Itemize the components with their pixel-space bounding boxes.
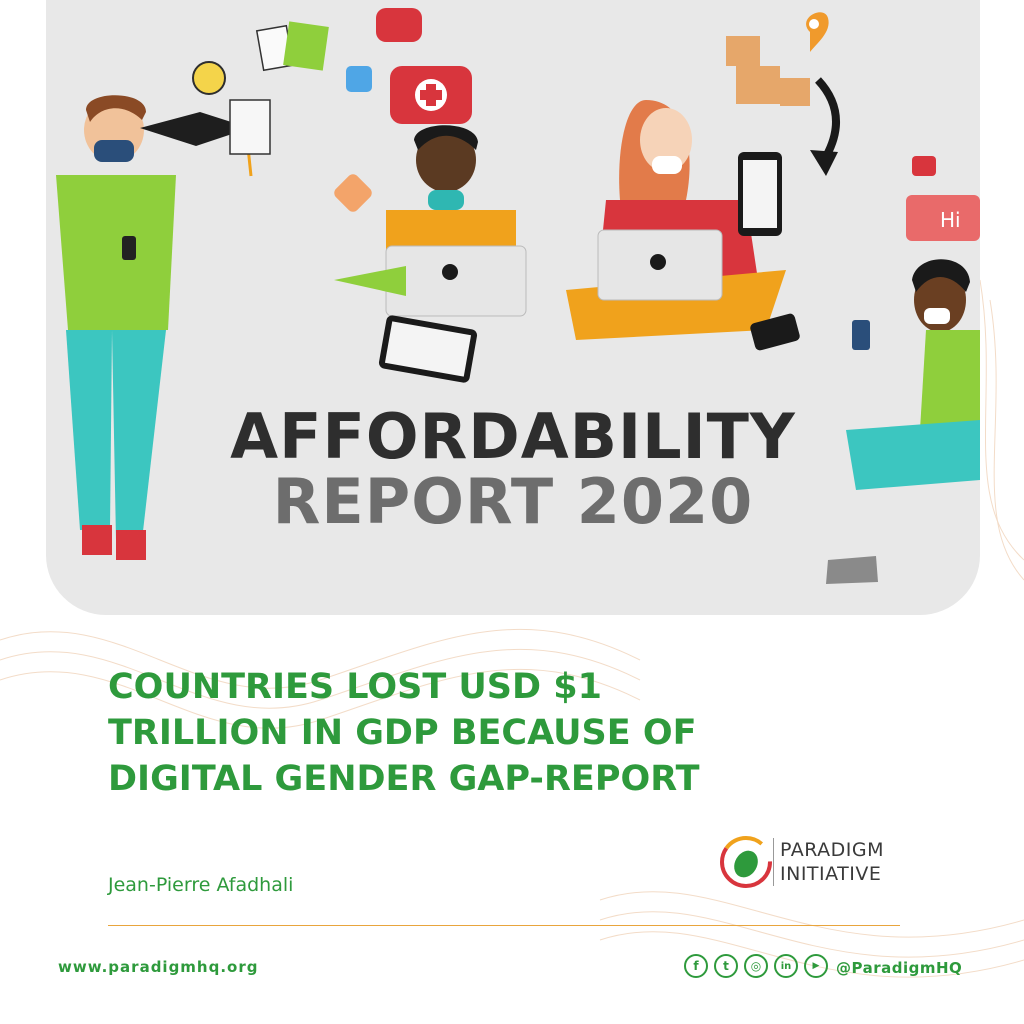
social-icons: f t ◎ in ▶ [684, 954, 828, 978]
footer-divider [108, 925, 900, 926]
logo-mark-icon [720, 836, 775, 888]
delivery-icons [726, 12, 840, 176]
author-name: Jean-Pierre Afadhali [108, 874, 294, 896]
website-link[interactable]: www.paradigmhq.org [58, 958, 259, 976]
logo-text-line2: INITIATIVE [780, 863, 882, 885]
report-title-line1: AFFORDABILITY [230, 400, 796, 473]
floating-icons [140, 8, 472, 212]
person-sitting-right [566, 100, 800, 351]
headline: COUNTRIES LOST USD $1 TRILLION IN GDP BE… [108, 667, 700, 799]
logo-text-line1: PARADIGM [780, 839, 885, 861]
linkedin-icon[interactable]: in [774, 954, 798, 978]
person-sitting-center [334, 125, 527, 383]
person-standing-left [56, 95, 176, 560]
paradigm-initiative-logo: PARADIGM INITIATIVE [718, 834, 908, 894]
person-right [826, 156, 980, 584]
chat-bubble-text: Hi [940, 208, 961, 232]
hero-illustration: AFFORDABILITY REPORT 2020 [46, 0, 980, 615]
facebook-icon[interactable]: f [684, 954, 708, 978]
youtube-icon[interactable]: ▶ [804, 954, 828, 978]
instagram-icon[interactable]: ◎ [744, 954, 768, 978]
illustration-scene [56, 8, 980, 584]
social-handle[interactable]: @ParadigmHQ [836, 959, 963, 977]
report-title-line2: REPORT 2020 [272, 465, 754, 538]
twitter-icon[interactable]: t [714, 954, 738, 978]
